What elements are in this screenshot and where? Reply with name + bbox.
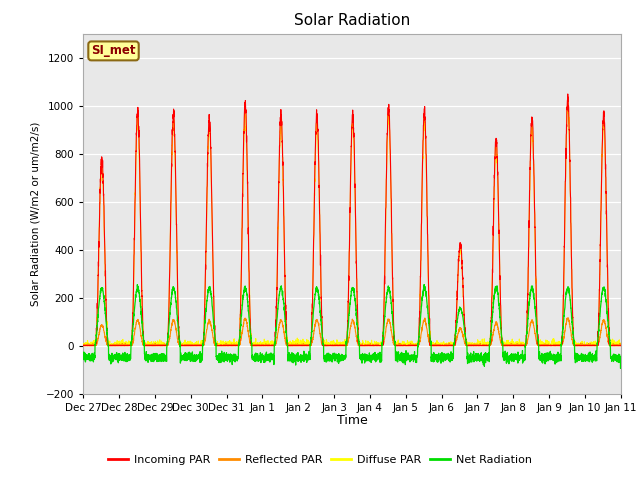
Legend: Incoming PAR, Reflected PAR, Diffuse PAR, Net Radiation: Incoming PAR, Reflected PAR, Diffuse PAR… <box>104 451 536 469</box>
Text: SI_met: SI_met <box>92 44 136 58</box>
Title: Solar Radiation: Solar Radiation <box>294 13 410 28</box>
Y-axis label: Solar Radiation (W/m2 or um/m2/s): Solar Radiation (W/m2 or um/m2/s) <box>30 121 40 306</box>
X-axis label: Time: Time <box>337 414 367 427</box>
